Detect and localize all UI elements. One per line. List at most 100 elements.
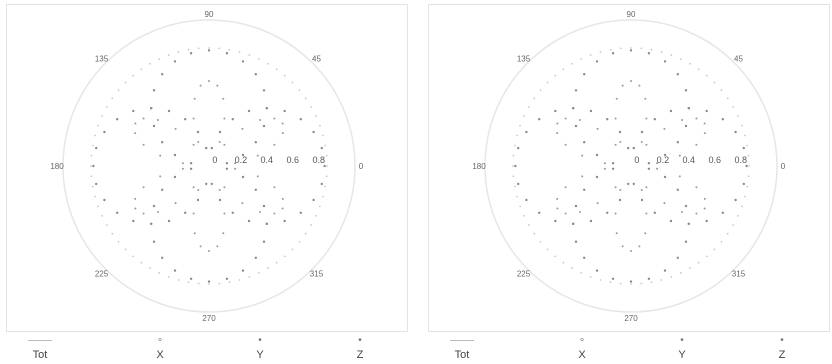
data-point-x <box>654 212 656 214</box>
data-point-tot <box>94 135 96 137</box>
data-point-tot <box>528 106 530 108</box>
data-point-z <box>193 118 195 120</box>
data-point-x <box>211 183 213 185</box>
data-point-x <box>205 147 207 149</box>
radial-tick-label: 0.4 <box>683 155 696 165</box>
data-point-z <box>216 245 218 247</box>
data-point-x <box>197 199 199 201</box>
data-point-tot <box>533 97 535 99</box>
data-point-tot <box>519 125 521 127</box>
legend-marker-y: • <box>662 334 702 348</box>
data-point-z <box>556 123 558 125</box>
data-point-tot <box>267 267 269 269</box>
data-point-z <box>273 186 275 188</box>
data-point-x <box>248 110 250 112</box>
radial-tick-label: 0.8 <box>312 155 325 165</box>
data-point-y <box>153 205 155 207</box>
data-point-tot <box>580 272 582 274</box>
data-point-z <box>134 208 136 210</box>
data-point-x <box>606 118 608 120</box>
data-point-z <box>159 175 161 177</box>
data-point-z <box>222 232 224 234</box>
data-point-z <box>282 198 284 200</box>
data-point-y <box>150 107 152 109</box>
data-point-tot <box>741 206 743 208</box>
angle-tick-label: 315 <box>310 269 324 278</box>
data-point-z <box>681 211 683 213</box>
data-point-z <box>615 118 617 120</box>
data-point-tot <box>554 256 556 258</box>
data-point-tot <box>158 58 160 60</box>
data-point-z <box>194 232 196 234</box>
data-point-x <box>743 147 745 149</box>
data-point-y <box>612 52 614 54</box>
data-point-z <box>565 118 567 120</box>
data-point-tot <box>680 272 682 274</box>
data-point-z <box>630 250 632 252</box>
data-point-tot <box>513 175 515 177</box>
data-point-y <box>190 278 192 280</box>
data-point-tot <box>168 54 170 56</box>
data-point-tot <box>571 63 573 65</box>
legend-marker-tot <box>450 340 474 341</box>
data-point-y <box>161 73 163 75</box>
data-point-z <box>216 85 218 87</box>
data-point-tot <box>299 241 301 243</box>
data-point-z <box>695 144 697 146</box>
data-point-x <box>95 147 97 149</box>
series-x <box>514 107 748 225</box>
data-point-y <box>174 60 176 62</box>
data-point-x <box>321 147 323 149</box>
series-z <box>134 80 284 252</box>
data-point-x <box>525 199 527 201</box>
data-point-z <box>615 186 617 188</box>
data-point-y <box>150 223 152 225</box>
data-point-x <box>538 118 540 120</box>
data-point-z <box>194 98 196 100</box>
data-point-y <box>583 257 585 259</box>
data-point-y <box>596 269 598 271</box>
data-point-y <box>688 107 690 109</box>
data-point-y <box>572 107 574 109</box>
data-point-z <box>695 213 697 215</box>
data-point-tot <box>218 283 220 285</box>
legend-label-tot: Tot <box>20 348 60 362</box>
data-point-x <box>312 199 314 201</box>
data-point-tot <box>512 165 514 167</box>
data-point-z <box>223 118 225 120</box>
angle-tick-label: 90 <box>205 10 214 19</box>
data-point-tot <box>610 49 612 51</box>
legend-item-x: ∘ X <box>562 334 602 362</box>
data-point-y <box>208 280 210 282</box>
data-point-z <box>579 211 581 213</box>
data-point-y <box>583 189 585 191</box>
data-point-z <box>615 213 617 215</box>
angle-tick-label: 315 <box>732 269 746 278</box>
data-point-y <box>174 269 176 271</box>
polar-chart: 90 135 45 180 0 225 315 270 0 0.2 0.4 0.6 0.8 <box>6 4 408 332</box>
data-point-tot <box>727 233 729 235</box>
data-point-y <box>575 125 577 127</box>
data-point-tot <box>640 48 642 50</box>
data-point-y <box>677 257 679 259</box>
data-point-tot <box>111 97 113 99</box>
data-point-tot <box>315 215 317 217</box>
data-point-tot <box>132 256 134 258</box>
data-point-z <box>143 118 145 120</box>
data-point-z <box>143 186 145 188</box>
data-point-z <box>134 132 136 134</box>
data-point-y <box>664 60 666 62</box>
data-point-tot <box>218 48 220 50</box>
data-point-x <box>590 110 592 112</box>
data-point-z <box>704 198 706 200</box>
data-point-tot <box>547 82 549 84</box>
data-point-x <box>323 165 325 167</box>
data-point-x <box>184 212 186 214</box>
data-point-tot <box>744 196 746 198</box>
data-point-y <box>677 189 679 191</box>
data-point-tot <box>737 115 739 117</box>
data-point-x <box>538 212 540 214</box>
data-point-x <box>232 118 234 120</box>
data-point-x <box>219 199 221 201</box>
data-point-z <box>638 245 640 247</box>
